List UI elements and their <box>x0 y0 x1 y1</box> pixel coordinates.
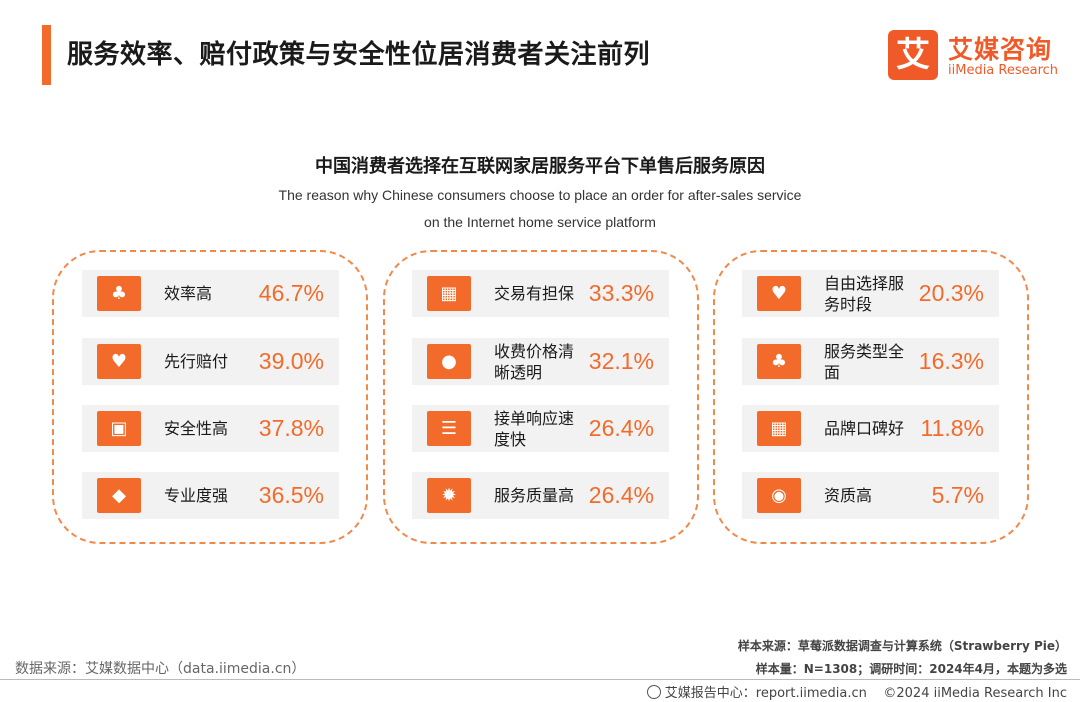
reason-item: ♥ 自由选择服务时段 20.3% <box>742 270 999 317</box>
reason-value: 26.4% <box>588 415 654 441</box>
reason-group-1 <box>52 250 368 544</box>
reason-item: ● 收费价格清晰透明 32.1% <box>412 338 669 385</box>
reason-item: ▣ 安全性高 37.8% <box>82 405 339 452</box>
chart-subtitle-line1: The reason why Chinese consumers choose … <box>278 187 802 203</box>
reason-value: 16.3% <box>918 348 984 374</box>
footer-report-center: 艾媒报告中心：report.iimedia.cn <box>664 686 867 701</box>
reason-value: 5.7% <box>931 482 984 508</box>
reason-item: ♣ 效率高 46.7% <box>82 270 339 317</box>
signal-icon: ◉ <box>757 478 801 513</box>
reason-value: 26.4% <box>588 482 654 508</box>
coin-icon: ● <box>427 344 471 379</box>
reason-label: 收费价格清晰透明 <box>494 341 575 382</box>
logo-text-en: iiMedia Research <box>948 63 1059 78</box>
reason-label: 效率高 <box>164 284 213 303</box>
reason-value: 20.3% <box>918 280 984 306</box>
reason-label: 专业度强 <box>164 486 229 505</box>
title-accent-bar <box>42 25 51 85</box>
reason-value: 11.8% <box>920 415 984 441</box>
reason-group-3 <box>713 250 1029 544</box>
chart-subtitle-line2: on the Internet home service platform <box>424 214 656 230</box>
sample-size: 样本量：N=1308；调研时间：2024年4月，本题为多选 <box>755 662 1067 676</box>
footer-copyright: ©2024 iiMedia Research Inc <box>883 686 1067 701</box>
reason-value: 37.8% <box>258 415 324 441</box>
reason-label: 安全性高 <box>164 419 229 438</box>
reason-item: ◆ 专业度强 36.5% <box>82 472 339 519</box>
reason-label: 交易有担保 <box>494 284 575 303</box>
heart-icon: ♥ <box>757 276 801 311</box>
reason-value: 36.5% <box>258 482 324 508</box>
reason-item: ✹ 服务质量高 26.4% <box>412 472 669 519</box>
heart-icon: ♥ <box>97 344 141 379</box>
reason-value: 39.0% <box>258 348 324 374</box>
chart-title: 中国消费者选择在互联网家居服务平台下单售后服务原因 <box>315 156 765 177</box>
clover-icon: ♣ <box>757 344 801 379</box>
reason-item: ♣ 服务类型全面 16.3% <box>742 338 999 385</box>
reason-item: ▦ 交易有担保 33.3% <box>412 270 669 317</box>
reason-label: 接单响应速度快 <box>494 408 575 449</box>
sample-source: 样本来源：草莓派数据调查与计算系统（Strawberry Pie） <box>737 639 1067 653</box>
reason-label: 服务质量高 <box>494 486 575 505</box>
footer: 艾媒报告中心：report.iimedia.cn ©2024 iiMedia R… <box>646 682 1067 701</box>
reason-item: ▦ 品牌口碑好 11.8% <box>742 405 999 452</box>
iimedia-logo: 艾 艾媒咨询 iiMedia Research <box>888 30 1068 82</box>
reason-label: 自由选择服务时段 <box>824 273 905 314</box>
logo-text-cn: 艾媒咨询 <box>948 35 1053 64</box>
diamond-icon: ◆ <box>97 478 141 513</box>
reason-value: 32.1% <box>588 348 654 374</box>
gift-icon: ▦ <box>427 276 471 311</box>
reason-group-2 <box>383 250 699 544</box>
reason-label: 品牌口碑好 <box>824 419 905 438</box>
gift-icon: ▦ <box>757 411 801 446</box>
reason-label: 先行赔付 <box>164 352 229 371</box>
page-title: 服务效率、赔付政策与安全性位居消费者关注前列 <box>67 40 651 70</box>
list-icon: ☰ <box>427 411 471 446</box>
footer-divider <box>0 679 1080 680</box>
reason-value: 33.3% <box>588 280 654 306</box>
data-source: 数据来源：艾媒数据中心（data.iimedia.cn） <box>15 661 306 677</box>
reason-item: ☰ 接单响应速度快 26.4% <box>412 405 669 452</box>
reason-label: 资质高 <box>824 486 873 505</box>
clover-icon: ♣ <box>97 276 141 311</box>
globe-icon <box>646 685 661 699</box>
reason-value: 46.7% <box>258 280 324 306</box>
box-icon: ▣ <box>97 411 141 446</box>
reason-item: ♥ 先行赔付 39.0% <box>82 338 339 385</box>
badge-icon: ✹ <box>427 478 471 513</box>
reason-item: ◉ 资质高 5.7% <box>742 472 999 519</box>
logo-mark: 艾 <box>888 30 938 80</box>
reason-label: 服务类型全面 <box>824 341 905 382</box>
